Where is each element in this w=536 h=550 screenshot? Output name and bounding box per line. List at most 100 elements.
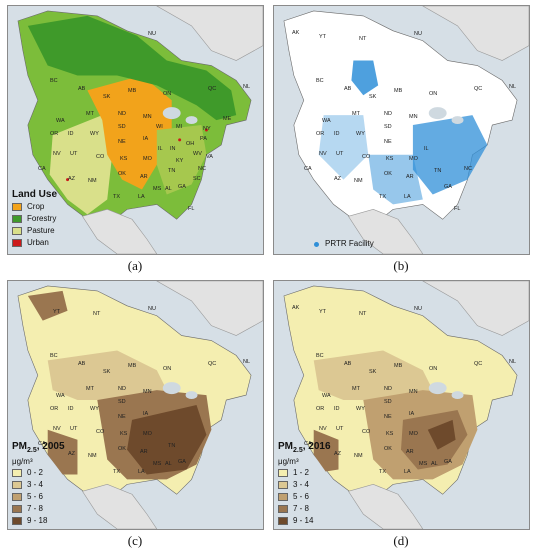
region-label: SK [103,369,111,375]
region-label: TX [113,194,121,200]
region-label: ID [68,406,74,412]
forestry-swatch [12,215,22,223]
region-label: SD [384,124,392,130]
region-label: AR [140,174,148,180]
legend-title: PM2.5, 2005 [12,441,65,454]
region-label: WI [156,124,163,130]
region-label: MO [409,431,418,437]
legend-item: 5 - 6 [278,491,331,503]
region-label: PA [200,136,207,142]
region-label: MB [394,363,403,369]
region-label: SK [369,369,377,375]
region-label: AR [406,449,414,455]
region-label: TN [434,168,442,174]
region-label: NV [53,151,61,157]
legend-item-pasture: Pasture [12,225,57,237]
region-label: CA [38,441,46,447]
region-label: YT [319,309,327,315]
region-label: AB [344,86,352,92]
legend-item-forestry: Forestry [12,213,57,225]
legend-label: Crop [27,202,45,211]
region-label: MB [394,88,403,94]
region-label: IA [409,411,415,417]
region-label: BC [316,353,324,359]
region-label: KS [120,156,128,162]
region-label: ND [384,386,392,392]
region-label: NU [414,306,422,312]
region-label: SK [369,94,377,100]
region-label: UT [70,426,78,432]
region-label: SD [384,399,392,405]
region-label: NE [118,139,126,145]
region-label: QC [474,361,483,367]
region-label: IL [424,146,429,152]
legend-label: Urban [27,238,49,247]
region-label: MB [128,88,137,94]
region-label: GA [178,459,186,465]
region-label: NT [359,36,367,42]
region-label: BC [50,353,58,359]
region-label: NV [319,426,327,432]
region-label: WA [56,118,65,124]
region-label: MI [176,124,183,130]
region-label: NU [148,31,156,37]
legend-item-prtr: PRTR Facility [314,238,374,250]
region-label: AZ [334,451,342,457]
legend-title: PM2.5, 2016 [278,441,331,454]
region-label: AR [406,174,414,180]
legend-title: Land Use [12,189,58,200]
region-label: GA [444,459,452,465]
region-label: ND [118,111,126,117]
region-label: TX [379,194,387,200]
region-label: GA [444,184,452,190]
region-label: MO [409,156,418,162]
region-label: ND [118,386,126,392]
region-label: LA [138,194,145,200]
legend-item-urban: Urban [12,237,57,249]
region-label: NM [88,453,97,459]
region-label: NE [384,139,392,145]
swatch [278,493,288,501]
region-label: NC [198,166,206,172]
region-label: AK [292,30,300,36]
region-label: NL [509,359,517,365]
map-panel-a: Land Use Crop Forestry Pasture Urban NU B… [7,5,264,255]
region-label: OR [50,406,59,412]
region-label: MB [128,363,137,369]
caption-d: (d) [393,533,409,548]
region-label: MN [409,389,418,395]
region-label: MN [143,114,152,120]
region-label: WV [193,151,202,157]
region-label: MT [352,111,360,117]
legend-label: Pasture [27,226,55,235]
region-label: NL [509,84,517,90]
region-label: NV [319,151,327,157]
legend-item: 5 - 6 [12,491,65,503]
region-label: AB [78,361,86,367]
region-label: AZ [68,176,76,182]
region-label: KS [120,431,128,437]
region-label: QC [474,86,483,92]
region-label: NT [93,311,101,317]
region-label: NU [414,31,422,37]
pm25-2016-legend: PM2.5, 2016 μg/m³ 1 - 2 3 - 4 5 - 6 7 - … [278,441,331,527]
region-label: OK [118,446,126,452]
region-label: TX [113,469,121,475]
crop-swatch [12,203,22,211]
region-label: NL [243,84,251,90]
region-label: MN [409,114,418,120]
swatch [278,517,288,525]
region-label: YT [319,34,327,40]
region-label: NT [359,311,367,317]
region-label: TX [379,469,387,475]
region-label: WY [356,406,365,412]
region-label: ME [223,116,232,122]
region-label: GA [178,184,186,190]
region-label: SD [118,399,126,405]
region-label: CA [38,166,46,172]
region-label: WY [90,406,99,412]
region-label: WY [356,131,365,137]
region-label: LA [404,194,411,200]
region-label: MT [352,386,360,392]
region-label: ON [429,366,438,372]
